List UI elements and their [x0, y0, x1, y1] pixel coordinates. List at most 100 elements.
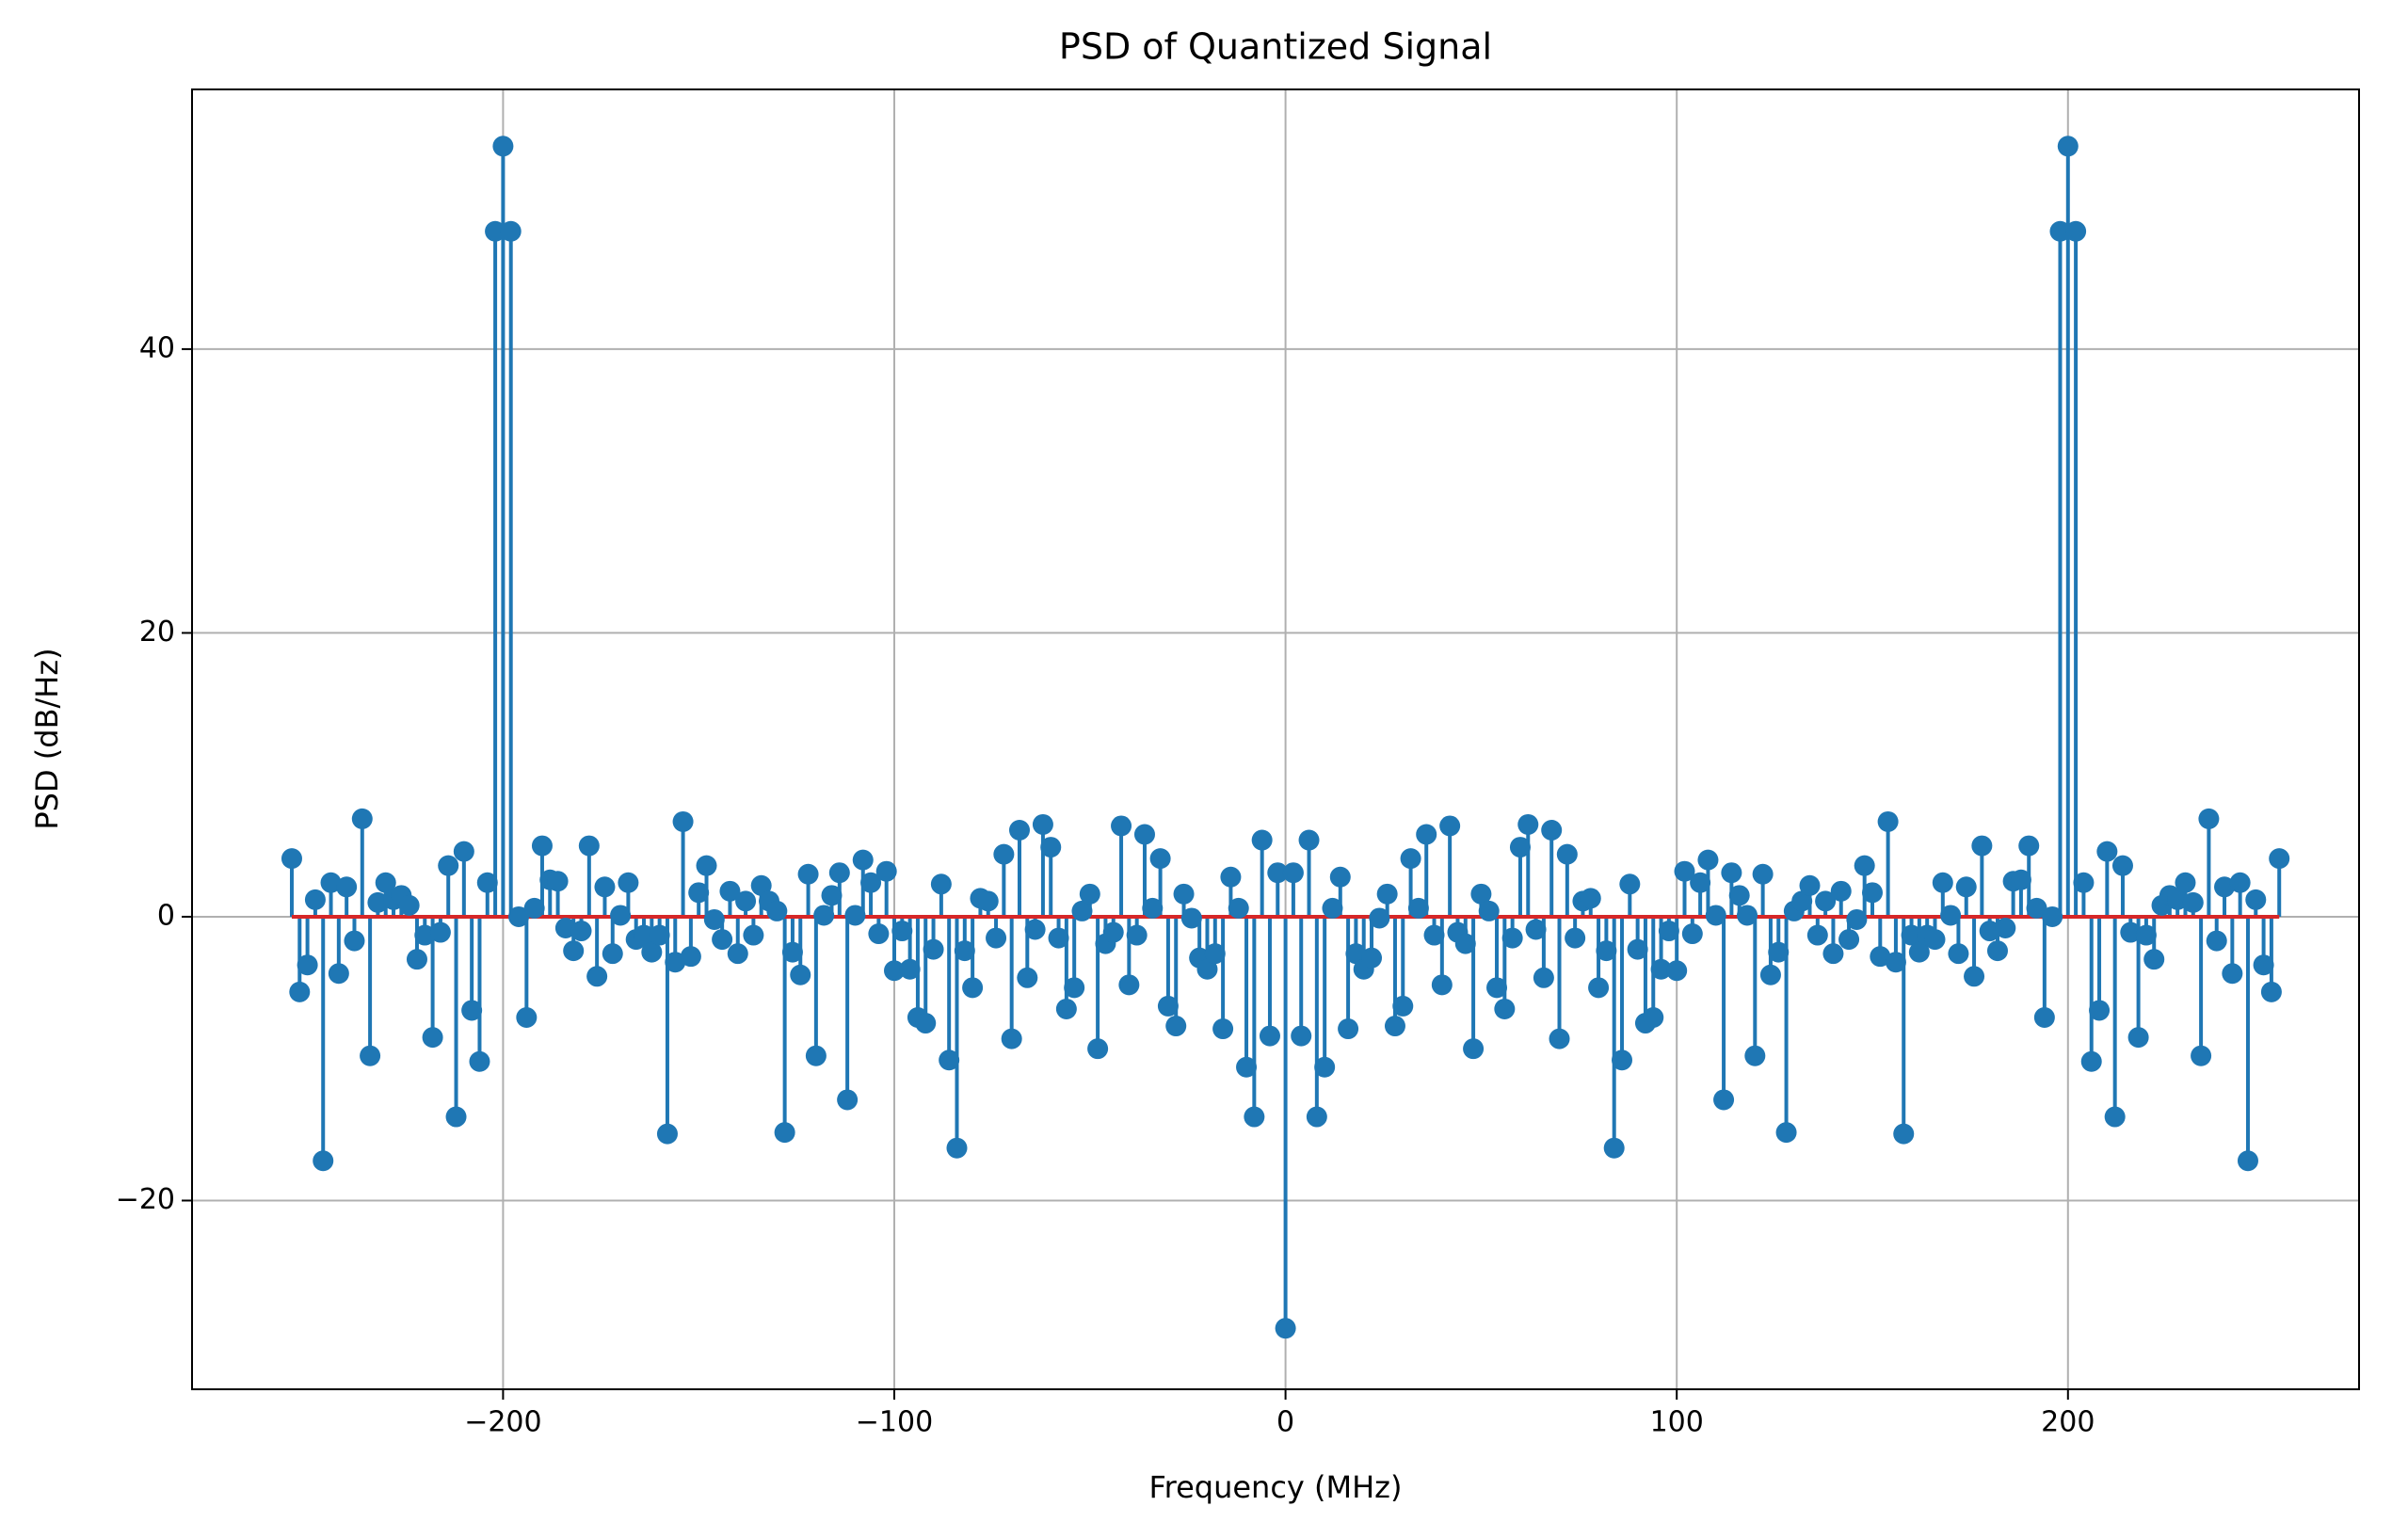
- stem-marker: [2042, 905, 2063, 927]
- stem-marker: [1681, 923, 1703, 945]
- stem-marker: [1940, 905, 1962, 926]
- stem-marker: [1345, 943, 1367, 965]
- stem-marker: [821, 885, 843, 906]
- stem-marker: [2026, 897, 2047, 919]
- stem-marker: [1423, 924, 1445, 946]
- stem-marker: [1986, 940, 2008, 962]
- stem-marker: [977, 890, 999, 912]
- stem-marker: [1118, 974, 1140, 996]
- stem-marker: [1494, 998, 1516, 1019]
- stem-marker: [1861, 882, 1883, 904]
- stem-marker: [1752, 863, 1774, 885]
- stem-marker: [1877, 810, 1899, 832]
- stem-marker: [1463, 1038, 1485, 1060]
- stem-marker: [875, 860, 897, 882]
- stem-marker: [1674, 860, 1695, 882]
- stem-marker: [1603, 1137, 1625, 1159]
- stem-marker: [1142, 897, 1164, 919]
- stem-marker: [2167, 889, 2189, 910]
- stem-marker: [1697, 849, 1719, 871]
- stem-marker: [641, 941, 663, 963]
- stem-marker: [289, 981, 311, 1002]
- stem-marker: [1071, 900, 1093, 921]
- stem-marker: [2253, 954, 2274, 976]
- stem-marker: [1596, 940, 1617, 962]
- stem-marker: [320, 872, 342, 893]
- stem-marker: [1658, 921, 1679, 942]
- stem-marker: [2120, 921, 2142, 943]
- stem-marker: [1971, 835, 1993, 857]
- x-tick-label: 100: [1650, 1406, 1704, 1439]
- stem-marker: [602, 943, 623, 965]
- stem-marker: [406, 949, 427, 970]
- stem-marker: [899, 958, 921, 980]
- stem-marker: [1650, 958, 1672, 980]
- stem-marker: [703, 908, 725, 930]
- stem-marker: [1282, 862, 1304, 884]
- stem-marker: [1220, 866, 1242, 888]
- stem-marker: [2143, 949, 2165, 970]
- stem-marker: [1400, 848, 1421, 870]
- stem-marker: [1001, 1028, 1022, 1049]
- stem-marker: [398, 894, 420, 916]
- stem-marker: [2206, 930, 2227, 952]
- stem-marker: [852, 849, 874, 871]
- stem-marker: [962, 977, 984, 999]
- stem-marker: [1995, 918, 2016, 939]
- stem-marker: [1376, 883, 1398, 905]
- stem-marker: [649, 924, 670, 946]
- stem-marker: [1870, 946, 1891, 968]
- stem-marker: [1384, 1016, 1405, 1037]
- stem-marker: [2073, 872, 2095, 893]
- stem-marker: [946, 1137, 968, 1159]
- stem-marker: [1619, 873, 1641, 895]
- stem-marker: [1392, 995, 1414, 1017]
- stem-marker: [766, 900, 788, 921]
- stem-marker: [1517, 813, 1539, 835]
- stem-marker: [1705, 905, 1726, 926]
- stem-marker: [523, 897, 545, 919]
- stem-marker: [781, 941, 803, 963]
- stem-marker: [1791, 890, 1813, 912]
- stem-marker: [516, 1006, 538, 1028]
- x-tick-label: 200: [2041, 1406, 2095, 1439]
- stem-marker: [508, 905, 530, 927]
- stem-marker: [1759, 964, 1781, 985]
- stem-marker: [2198, 808, 2220, 829]
- stem-marker: [2018, 835, 2040, 857]
- stem-marker: [2175, 872, 2196, 893]
- stem-marker: [563, 940, 585, 962]
- chart-title: PSD of Quantized Signal: [1059, 26, 1492, 68]
- stem-marker: [750, 874, 772, 896]
- stem-marker: [774, 1122, 795, 1144]
- stem-marker: [1932, 872, 1953, 893]
- stem-marker: [2214, 876, 2236, 898]
- stem-marker: [688, 882, 710, 904]
- stem-marker: [1893, 1123, 1915, 1145]
- stem-marker: [1126, 924, 1148, 946]
- stem-marker: [2089, 1000, 2111, 1021]
- stem-marker: [1815, 890, 1837, 912]
- stem-marker: [1407, 897, 1429, 919]
- stem-marker: [492, 136, 514, 157]
- stem-marker: [1173, 883, 1195, 905]
- stem-marker: [860, 872, 882, 893]
- stem-marker: [735, 890, 757, 912]
- stem-marker: [1439, 815, 1461, 837]
- stem-marker: [1556, 843, 1578, 865]
- stem-marker: [1040, 837, 1062, 858]
- stem-marker: [2229, 872, 2251, 893]
- stem-marker: [1737, 905, 1758, 926]
- stem-marker: [797, 863, 819, 885]
- stem-marker: [360, 1045, 381, 1066]
- stem-marker: [844, 905, 866, 926]
- stem-marker: [2135, 924, 2157, 946]
- stem-marker: [1212, 1018, 1234, 1040]
- stem-marker: [1244, 1106, 1265, 1128]
- stem-marker: [939, 1049, 960, 1071]
- stem-marker: [1501, 927, 1523, 949]
- stem-marker: [304, 889, 326, 910]
- stem-marker: [1369, 907, 1390, 929]
